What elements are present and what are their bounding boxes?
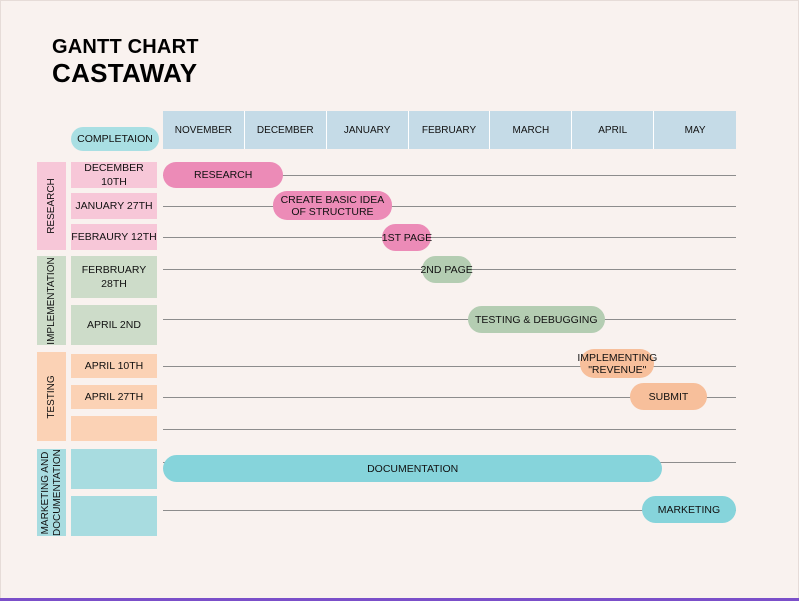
phase-marketing-and-documentation: MARKETING AND DOCUMENTATION (37, 449, 66, 536)
chart-title: GANTT CHART (52, 36, 199, 59)
row-grid-line (163, 237, 736, 238)
phase-implementation: IMPLEMENTATION (37, 256, 66, 345)
month-march: MARCH (490, 111, 572, 149)
completion-date-cell: FEBRAURY 12TH (71, 224, 157, 250)
task-bar-2nd-page[interactable]: 2ND PAGE (422, 256, 472, 283)
row-grid-line (163, 429, 736, 430)
task-bar-submit[interactable]: SUBMIT (630, 383, 708, 410)
task-bar-documentation[interactable]: DOCUMENTATION (163, 455, 662, 482)
task-bar-testing-debugging[interactable]: TESTING & DEBUGGING (468, 306, 606, 333)
month-january: JANUARY (327, 111, 409, 149)
month-april: APRIL (572, 111, 654, 149)
month-may: MAY (654, 111, 736, 149)
task-bar-research[interactable]: RESEARCH (163, 162, 283, 188)
completion-date-cell: APRIL 10TH (71, 354, 157, 378)
completion-date-cell: JANUARY 27TH (71, 193, 157, 219)
phase-label: RESEARCH (46, 178, 58, 234)
month-february: FEBRUARY (409, 111, 491, 149)
phase-label: TESTING (46, 375, 58, 418)
row-grid-line (163, 206, 736, 207)
completion-date-cell (71, 416, 157, 441)
completion-date-cell: DECEMBER 10TH (71, 162, 157, 188)
phase-label: IMPLEMENTATION (46, 257, 58, 344)
phase-testing: TESTING (37, 352, 66, 441)
task-bar-create-basic-idea-of-structure[interactable]: CREATE BASIC IDEA OF STRUCTURE (273, 191, 393, 220)
completion-column-header: COMPLETAION (71, 127, 159, 151)
month-header-row: NOVEMBER DECEMBER JANUARY FEBRUARY MARCH APRI… (163, 111, 736, 149)
completion-date-cell: APRIL 27TH (71, 385, 157, 409)
phase-research: RESEARCH (37, 162, 66, 250)
row-grid-line (163, 319, 736, 320)
task-bar-1st-page[interactable]: 1ST PAGE (382, 224, 431, 251)
completion-date-cell (71, 496, 157, 536)
completion-date-cell: APRIL 2ND (71, 305, 157, 345)
task-bar-implementing-revenue[interactable]: IMPLEMENTING "REVENUE" (580, 349, 654, 378)
month-december: DECEMBER (245, 111, 327, 149)
completion-date-cell: FERBRUARY 28TH (71, 256, 157, 298)
phase-label: MARKETING AND DOCUMENTATION (40, 450, 64, 536)
task-bar-marketing[interactable]: MARKETING (642, 496, 736, 523)
month-november: NOVEMBER (163, 111, 245, 149)
project-name: CASTAWAY (52, 58, 197, 89)
completion-date-cell (71, 449, 157, 489)
